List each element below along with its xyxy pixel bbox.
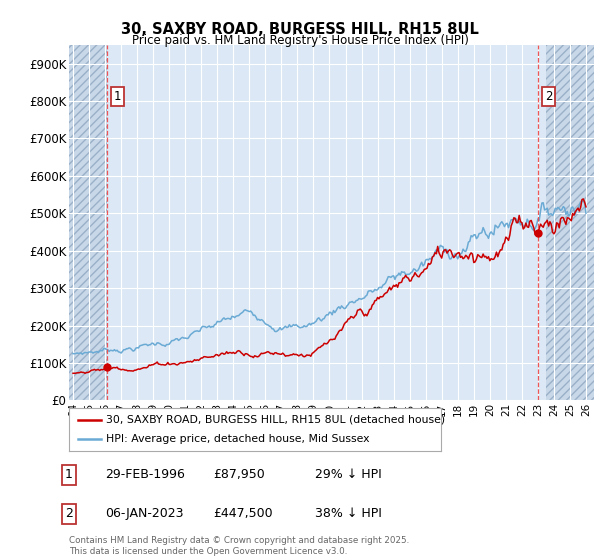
Text: £447,500: £447,500: [213, 507, 272, 520]
Text: £87,950: £87,950: [213, 468, 265, 482]
Text: Contains HM Land Registry data © Crown copyright and database right 2025.
This d: Contains HM Land Registry data © Crown c…: [69, 536, 409, 556]
Text: 1: 1: [65, 468, 73, 482]
Text: 2: 2: [545, 90, 552, 102]
Text: 29-FEB-1996: 29-FEB-1996: [105, 468, 185, 482]
Text: 30, SAXBY ROAD, BURGESS HILL, RH15 8UL: 30, SAXBY ROAD, BURGESS HILL, RH15 8UL: [121, 22, 479, 38]
Text: 38% ↓ HPI: 38% ↓ HPI: [315, 507, 382, 520]
Text: 06-JAN-2023: 06-JAN-2023: [105, 507, 184, 520]
Text: HPI: Average price, detached house, Mid Sussex: HPI: Average price, detached house, Mid …: [106, 435, 370, 444]
Text: 29% ↓ HPI: 29% ↓ HPI: [315, 468, 382, 482]
Text: 30, SAXBY ROAD, BURGESS HILL, RH15 8UL (detached house): 30, SAXBY ROAD, BURGESS HILL, RH15 8UL (…: [106, 415, 445, 424]
Text: 1: 1: [114, 90, 121, 102]
Text: Price paid vs. HM Land Registry's House Price Index (HPI): Price paid vs. HM Land Registry's House …: [131, 34, 469, 46]
Bar: [546, 45, 594, 400]
Text: 2: 2: [65, 507, 73, 520]
Bar: [69, 45, 107, 400]
